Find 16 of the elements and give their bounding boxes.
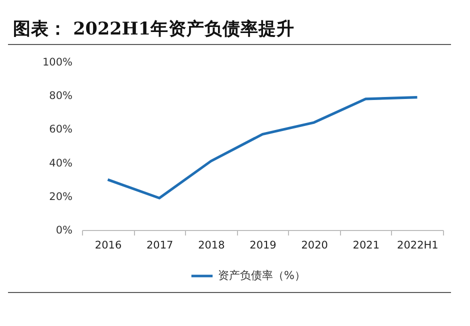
y-tick-label: 80% bbox=[49, 90, 73, 102]
x-tick-label: 2020 bbox=[301, 240, 328, 252]
y-tick-label: 100% bbox=[42, 56, 73, 68]
y-tick-label: 60% bbox=[49, 124, 73, 136]
x-tick-label: 2017 bbox=[146, 240, 174, 252]
y-tick-label: 20% bbox=[49, 190, 73, 203]
x-tick-label: 2021 bbox=[352, 240, 380, 252]
chart-title: 图表： 2022H1年资产负债率提升 bbox=[13, 18, 295, 40]
x-tick-label: 2018 bbox=[198, 240, 225, 252]
legend-label: 资产负债率（%） bbox=[218, 269, 306, 282]
x-tick-label: 2019 bbox=[250, 240, 276, 252]
x-tick-label: 2022H1 bbox=[397, 240, 438, 252]
y-tick-label: 0% bbox=[56, 224, 73, 236]
y-tick-label: 40% bbox=[49, 157, 73, 170]
x-tick-label: 2016 bbox=[94, 240, 122, 252]
line-series bbox=[106, 96, 419, 200]
